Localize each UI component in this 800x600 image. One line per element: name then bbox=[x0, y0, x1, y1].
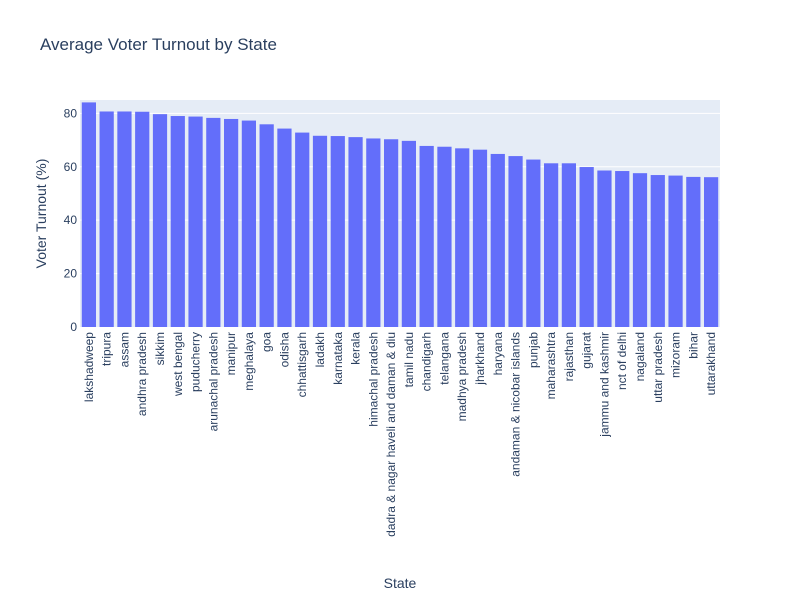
bar bbox=[597, 170, 612, 327]
x-tick-label: karnataka bbox=[331, 332, 345, 385]
y-tick-label: 60 bbox=[64, 160, 78, 174]
x-tick-label: jammu and kashmir bbox=[597, 332, 611, 438]
bar bbox=[704, 177, 719, 327]
x-tick-label: chandigarh bbox=[420, 332, 434, 391]
bar bbox=[455, 148, 470, 327]
x-tick-label: tripura bbox=[100, 332, 114, 366]
x-tick-label: mizoram bbox=[669, 332, 683, 378]
bar bbox=[259, 124, 274, 327]
y-tick-label: 80 bbox=[64, 106, 78, 120]
x-tick-label: haryana bbox=[491, 332, 505, 376]
x-tick-label: andhra pradesh bbox=[135, 332, 149, 416]
x-tick-label: manipur bbox=[224, 332, 238, 375]
bar bbox=[650, 175, 665, 327]
x-axis-ticks: lakshadweep tripura assam andhra pradesh sik… bbox=[82, 331, 718, 536]
x-tick-label: dadra & nagar haveli and daman & diu bbox=[384, 332, 398, 537]
x-tick-label: nct of delhi bbox=[615, 332, 629, 390]
bar bbox=[152, 114, 168, 328]
x-tick-label: puducherry bbox=[189, 332, 203, 392]
bar bbox=[632, 173, 648, 327]
x-tick-label: lakshadweep bbox=[82, 332, 96, 402]
x-tick-label: tamil nadu bbox=[402, 332, 416, 387]
y-axis-title: Voter Turnout (%) bbox=[33, 159, 49, 269]
bar bbox=[330, 136, 345, 327]
x-tick-label: nagaland bbox=[633, 332, 647, 381]
bar bbox=[295, 132, 310, 327]
x-tick-label: goa bbox=[260, 332, 274, 352]
x-tick-label: bihar bbox=[686, 332, 700, 359]
bar bbox=[117, 111, 132, 328]
bars bbox=[81, 102, 719, 328]
plot-area bbox=[80, 100, 720, 327]
bar bbox=[224, 118, 239, 327]
chart-title: Average Voter Turnout by State bbox=[40, 35, 277, 54]
bar bbox=[579, 167, 594, 327]
bar bbox=[135, 111, 150, 328]
x-tick-label: chhattisgarh bbox=[295, 332, 309, 397]
bar bbox=[544, 163, 559, 327]
x-tick-label: himachal pradesh bbox=[366, 332, 380, 427]
x-tick-label: assam bbox=[117, 332, 131, 367]
x-tick-label: maharashtra bbox=[544, 332, 558, 400]
x-tick-label: rajasthan bbox=[562, 332, 576, 381]
bar bbox=[366, 138, 381, 327]
x-tick-label: sikkim bbox=[153, 332, 167, 365]
x-tick-label: west bengal bbox=[171, 332, 185, 397]
x-tick-label: arunachal pradesh bbox=[206, 332, 220, 431]
x-tick-label: ladakh bbox=[313, 332, 327, 367]
x-tick-label: jharkhand bbox=[473, 332, 487, 386]
bar bbox=[490, 153, 505, 327]
bar bbox=[401, 140, 416, 327]
bar bbox=[241, 120, 256, 327]
bar bbox=[81, 102, 96, 327]
bar bbox=[668, 175, 683, 327]
gridlines bbox=[80, 112, 720, 275]
bar bbox=[686, 176, 701, 327]
x-axis-title: State bbox=[384, 575, 417, 591]
x-tick-label: telangana bbox=[437, 332, 451, 385]
bar bbox=[437, 146, 452, 327]
x-tick-label: uttarakhand bbox=[704, 332, 718, 395]
bar bbox=[526, 159, 541, 327]
bar bbox=[561, 163, 576, 327]
bar bbox=[508, 156, 523, 327]
x-tick-label: madhya pradesh bbox=[455, 332, 469, 421]
y-axis-ticks: 0 20 40 60 80 bbox=[64, 106, 78, 334]
x-tick-label: kerala bbox=[349, 332, 363, 365]
bar bbox=[348, 137, 363, 327]
bar bbox=[206, 117, 221, 327]
y-tick-label: 40 bbox=[64, 213, 78, 227]
bar bbox=[188, 116, 203, 327]
bar bbox=[277, 128, 292, 327]
x-tick-label: andaman & nicobar islands bbox=[509, 332, 523, 477]
x-tick-label: uttar pradesh bbox=[651, 332, 665, 403]
x-tick-label: odisha bbox=[277, 332, 291, 368]
bar bbox=[419, 145, 434, 327]
bar bbox=[384, 139, 399, 327]
bar bbox=[615, 171, 630, 327]
x-tick-label: punjab bbox=[526, 332, 540, 368]
y-tick-label: 0 bbox=[70, 320, 77, 334]
bar bbox=[170, 116, 185, 327]
x-tick-label: meghalaya bbox=[242, 332, 256, 391]
y-tick-label: 20 bbox=[64, 267, 78, 281]
bar bbox=[99, 111, 114, 328]
bar bbox=[472, 149, 488, 327]
x-tick-label: gujarat bbox=[580, 331, 594, 368]
bar bbox=[312, 135, 328, 327]
